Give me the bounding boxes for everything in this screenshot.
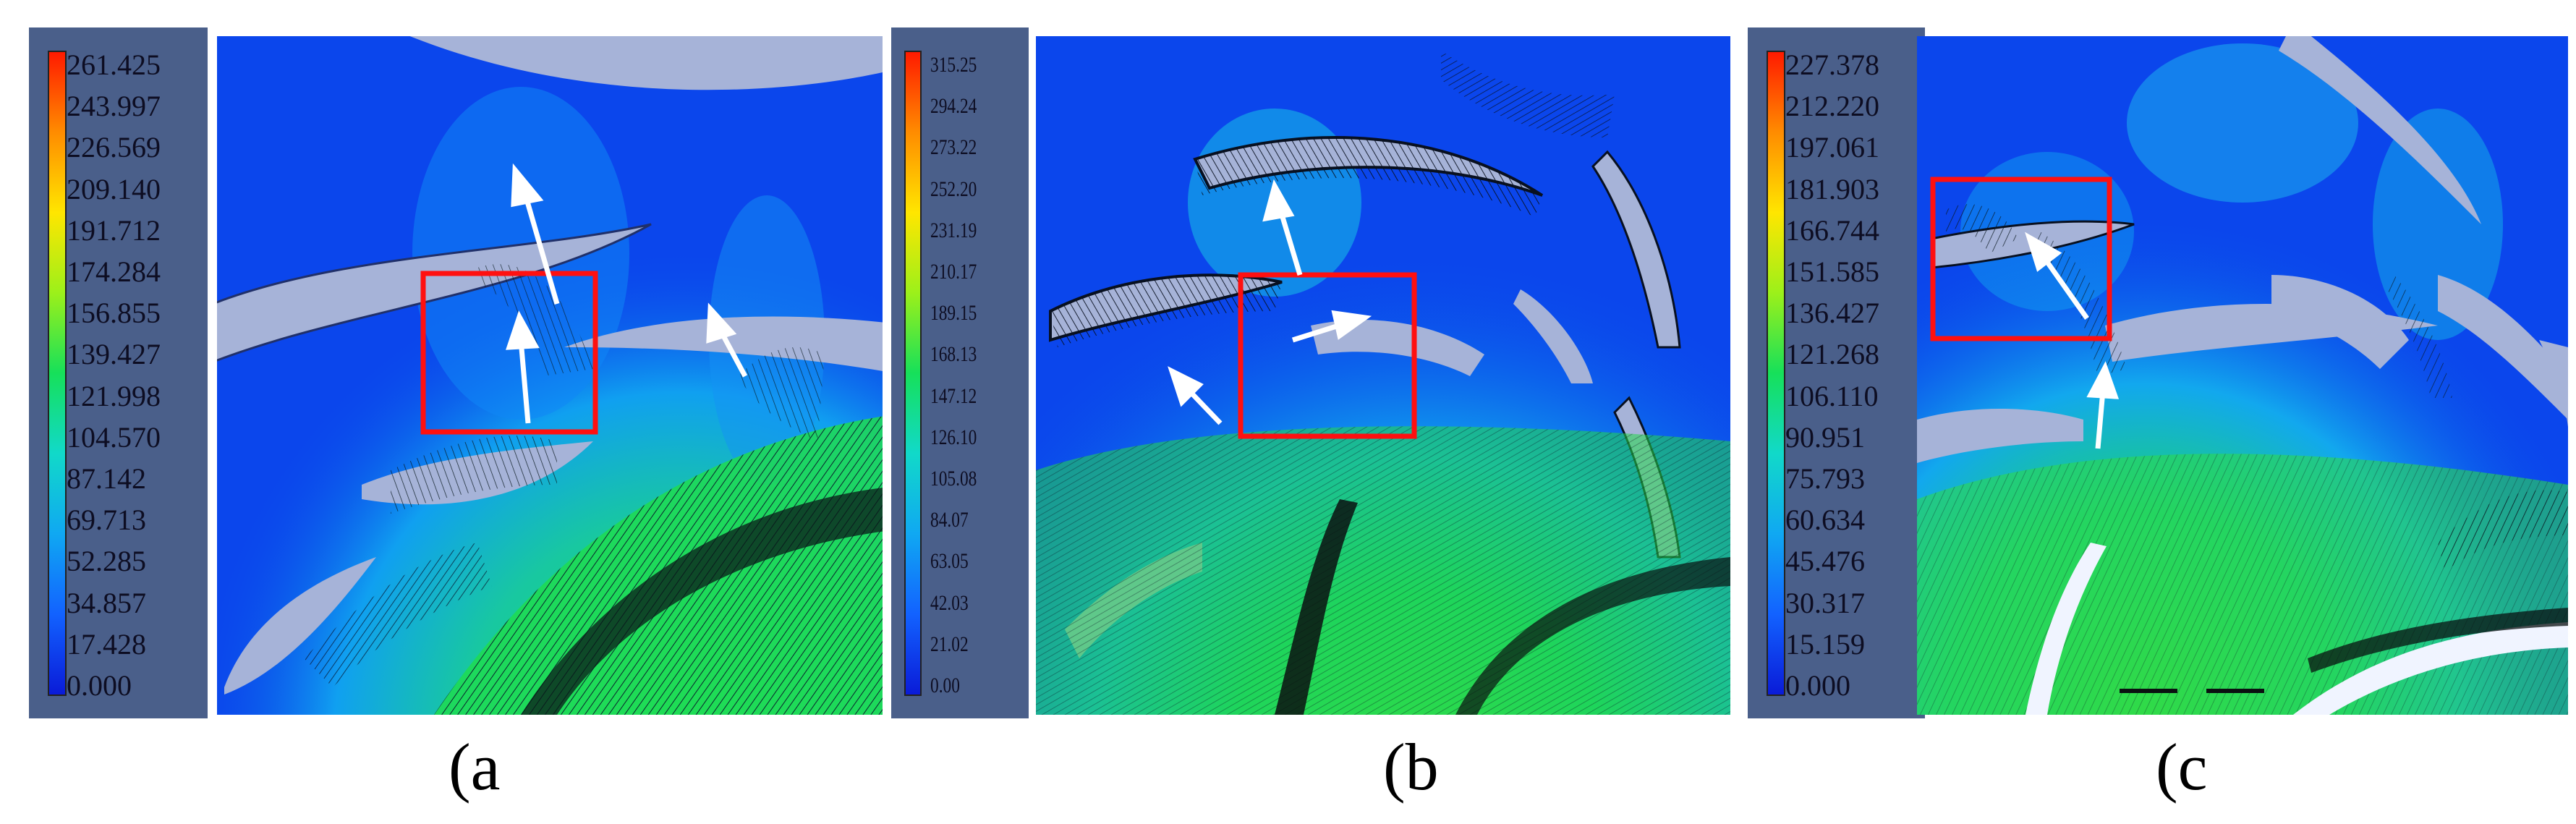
flow-field-b [1036,36,1730,715]
caption-b: (b [1383,730,1439,804]
colorbar-c-label: 15.159 [1785,627,1865,661]
colorbar-a-label: 121.998 [67,379,161,412]
colorbar-a-label: 52.285 [67,545,146,578]
colorbar-b-label: 147.12 [930,383,977,408]
highlight-box-b [1238,272,1417,439]
flow-arrows-b [1168,179,1372,425]
colorbar-b-label: 315.25 [930,53,977,77]
flow-arrows-a [506,163,748,424]
colorbar-a-label: 34.857 [67,586,146,619]
colorbar-c: 227.378 212.220 197.061 181.903 166.744 151.5… [1748,27,1925,718]
colorbar-b-label: 63.05 [930,549,969,574]
colorbar-b-label: 210.17 [930,260,977,284]
velocity-vector-plot-c [1917,36,2568,715]
colorbar-b-label: 126.10 [930,425,977,449]
colorbar-c-label: 75.793 [1785,462,1865,495]
colorbar-b-gradient [904,51,922,696]
colorbar-b-label: 0.00 [930,674,960,697]
flow-arrows-c [2025,232,2120,449]
velocity-vector-plot-a [217,36,883,715]
colorbar-b-label: 168.13 [930,342,977,367]
colorbar-a: 261.425 243.997 226.569 209.140 191.712 174.2… [29,27,208,718]
colorbar-c-label: 212.220 [1785,90,1879,123]
colorbar-c-label: 90.951 [1785,420,1865,454]
colorbar-a-label: 243.997 [67,90,161,123]
colorbar-b-label: 189.15 [930,301,977,326]
colorbar-c-gradient [1767,51,1785,696]
colorbar-a-label: 209.140 [67,172,161,205]
highlight-box-a [420,271,598,435]
colorbar-b-label: 42.03 [930,590,969,615]
colorbar-a-label: 156.855 [67,297,161,330]
colorbar-c-label: 60.634 [1785,504,1865,537]
colorbar-b-label: 84.07 [930,508,969,532]
colorbar-b-label: 252.20 [930,177,977,201]
flow-field-a [217,36,883,715]
colorbar-b-label: 21.02 [930,632,969,656]
colorbar-c-label: 45.476 [1785,545,1865,578]
colorbar-c-label: 121.268 [1785,338,1879,371]
caption-a: (a [449,730,501,804]
colorbar-a-label: 17.428 [67,627,146,661]
colorbar-a-gradient [48,51,67,696]
colorbar-c-label: 0.000 [1785,669,1850,702]
caption-c: (c [2156,730,2208,804]
colorbar-a-label: 191.712 [67,213,161,247]
colorbar-c-label: 106.110 [1785,379,1879,412]
flow-field-c [1917,36,2568,715]
colorbar-a-label: 0.000 [67,669,132,702]
colorbar-a-label: 226.569 [67,131,161,164]
colorbar-a-label: 174.284 [67,255,161,288]
colorbar-a-label: 87.142 [67,462,146,495]
colorbar-b: 315.25 294.24 273.22 252.20 231.19 210.17 189.… [891,27,1029,718]
colorbar-b-label: 273.22 [930,135,977,160]
velocity-vector-plot-b [1036,36,1730,715]
colorbar-c-label: 166.744 [1785,213,1879,247]
colorbar-b-label: 105.08 [930,467,977,490]
colorbar-a-label: 69.713 [67,504,146,537]
colorbar-c-label: 181.903 [1785,172,1879,205]
colorbar-c-label: 151.585 [1785,255,1879,288]
colorbar-b-label: 294.24 [930,94,977,119]
colorbar-c-label: 197.061 [1785,131,1879,164]
colorbar-a-label: 261.425 [67,48,161,81]
colorbar-c-label: 136.427 [1785,297,1879,330]
colorbar-a-label: 104.570 [67,420,161,454]
highlight-box-c [1930,177,2112,341]
colorbar-c-label: 30.317 [1785,586,1865,619]
colorbar-b-label: 231.19 [930,218,977,242]
colorbar-a-label: 139.427 [67,338,161,371]
colorbar-c-label: 227.378 [1785,48,1879,81]
